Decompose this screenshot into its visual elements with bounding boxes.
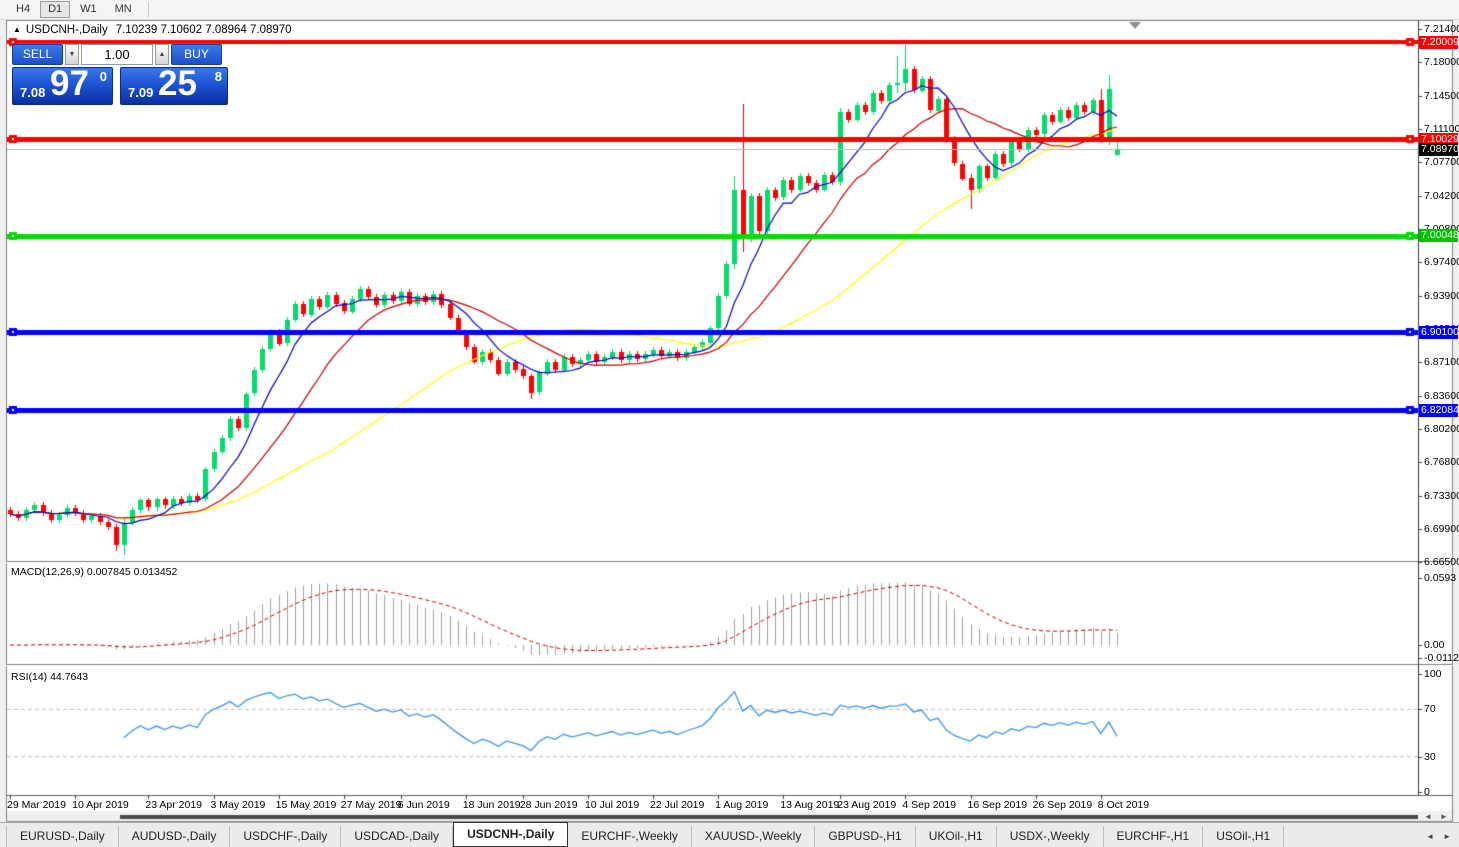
tab-eurchf-h1[interactable]: EURCHF-,H1: [1104, 826, 1204, 847]
date-tick-label: 15 May 2019: [275, 799, 337, 811]
tab-eurusd-daily[interactable]: EURUSD-,Daily: [6, 826, 119, 847]
date-tick-label: 8 Oct 2019: [1097, 799, 1150, 811]
price-tick-label: 6.80200: [1424, 422, 1459, 435]
rsi-tick-label: 100: [1424, 668, 1442, 680]
volume-increase-button[interactable]: ▲: [155, 44, 169, 65]
date-tick-label: 10 Apr 2019: [72, 799, 129, 811]
buy-price-big-digits: 25: [158, 64, 197, 103]
scroll-right-icon[interactable]: ►: [1439, 812, 1448, 821]
price-tick-label: 7.18000: [1424, 55, 1459, 68]
tab-usdcnh-daily[interactable]: USDCNH-,Daily: [453, 822, 569, 847]
price-tick-label: 7.21400: [1424, 22, 1459, 35]
macd-tick-label: -0.01128: [1424, 651, 1459, 664]
chart-tab-bar: EURUSD-,Daily AUDUSD-,Daily USDCHF-,Dail…: [0, 822, 1459, 847]
sell-price-pip-digit: 0: [99, 69, 108, 84]
macd-tick-label: 0.00: [1424, 639, 1445, 651]
date-tick-label: 10 Jul 2019: [584, 799, 640, 811]
date-tick-label: 26 Sep 2019: [1032, 799, 1093, 811]
price-tick-label: 6.66500: [1424, 555, 1459, 568]
price-badge: 7.08970: [1419, 142, 1459, 156]
tab-xauusd-weekly[interactable]: XAUUSD-,Weekly: [692, 826, 816, 847]
timeframe-toolbar: H4 D1 W1 MN: [0, 0, 1459, 20]
tab-usoil-h1[interactable]: USOil-,H1: [1203, 826, 1285, 847]
price-tick-label: 7.04200: [1424, 189, 1459, 202]
date-tick-label: 22 Jul 2019: [650, 799, 705, 811]
timeframe-d1-button[interactable]: D1: [40, 1, 71, 18]
tab-scroll-right-icon[interactable]: ►: [1443, 832, 1451, 841]
sell-button[interactable]: SELL: [12, 44, 63, 65]
date-tick-label: 3 May 2019: [210, 799, 266, 811]
tab-gbpusd-h1[interactable]: GBPUSD-,H1: [815, 826, 916, 847]
volume-decrease-button[interactable]: ▼: [65, 44, 79, 65]
tab-scroll-left-icon[interactable]: ◄: [1426, 832, 1435, 841]
price-tick-label: 7.11100: [1424, 122, 1459, 135]
date-tick-label: 6 Jun 2019: [397, 799, 450, 811]
price-badge: 6.90100: [1419, 325, 1459, 339]
tab-scroll-arrows: ◄ ►: [1426, 832, 1459, 847]
toolbar-separator: [147, 2, 149, 17]
chevron-down-icon: ▼: [68, 51, 76, 58]
date-tick-label: 16 Sep 2019: [967, 799, 1028, 811]
tab-ukoil-h1[interactable]: UKOil-,H1: [916, 826, 997, 847]
rsi-tick-label: 30: [1424, 750, 1436, 763]
tab-audusd-daily[interactable]: AUDUSD-,Daily: [119, 826, 231, 847]
buy-price-pip-digit: 8: [214, 69, 222, 84]
price-tick-label: 6.69900: [1424, 522, 1459, 535]
volume-input[interactable]: [81, 44, 153, 65]
date-tick-label: 18 Jun 2019: [462, 799, 521, 811]
date-tick-label: 29 Mar 2019: [7, 799, 66, 811]
buy-price-prefix: 7.09: [128, 85, 154, 100]
tab-usdcad-daily[interactable]: USDCAD-,Daily: [341, 826, 454, 847]
chart-symbol-label: USDCNH-,Daily: [25, 24, 108, 36]
date-tick-label: 28 Jun 2019: [519, 799, 578, 811]
price-tick-label: 7.14500: [1424, 89, 1459, 102]
price-badge: 7.00048: [1419, 229, 1459, 243]
collapse-triangle-icon[interactable]: ▲: [13, 25, 21, 34]
date-tick-label: 13 Aug 2019: [780, 799, 840, 811]
chart-title: ▲ USDCNH-,Daily 7.10239 7.10602 7.08964 7.…: [13, 24, 292, 36]
macd-indicator-label: MACD(12,26,9) 0.007845 0.013452: [11, 566, 178, 578]
price-tick-label: 6.73300: [1424, 489, 1459, 502]
date-tick-label: 27 May 2019: [340, 799, 402, 811]
tab-usdx-weekly[interactable]: USDX-,Weekly: [997, 826, 1104, 847]
date-tick-label: 23 Aug 2019: [837, 799, 897, 811]
price-badge: 7.20009: [1419, 35, 1459, 49]
chevron-up-icon: ▲: [158, 51, 166, 58]
price-tick-label: 6.97400: [1424, 255, 1459, 268]
rsi-indicator-label: RSI(14) 44.7643: [11, 671, 89, 683]
price-tick-label: 6.93900: [1424, 289, 1459, 302]
buy-button[interactable]: BUY: [171, 44, 222, 65]
price-badge: 6.82084: [1419, 403, 1459, 417]
one-click-trading-panel: SELL ▼ ▲ BUY 7.08 97 0 7.09 25 8: [12, 44, 228, 105]
price-badge: 7.10029: [1419, 132, 1459, 146]
price-tick-label: 6.76800: [1424, 455, 1459, 468]
timeframe-h4-button[interactable]: H4: [8, 1, 38, 18]
date-tick-label: 1 Aug 2019: [715, 799, 769, 811]
timeframe-mn-button[interactable]: MN: [107, 1, 140, 18]
scroll-left-icon[interactable]: ◄: [1424, 812, 1432, 821]
timeframe-w1-button[interactable]: W1: [72, 1, 105, 18]
sell-price-big-digits: 97: [50, 64, 89, 103]
price-tick-label: 7.07700: [1424, 155, 1459, 168]
tab-eurchf-weekly[interactable]: EURCHF-,Weekly: [568, 826, 692, 847]
sell-price-box[interactable]: 7.08 97 0: [12, 64, 114, 105]
rsi-tick-label: 70: [1424, 703, 1436, 716]
price-tick-label: 6.83600: [1424, 389, 1459, 402]
macd-tick-label: 0.0593: [1424, 571, 1457, 584]
sell-price-prefix: 7.08: [20, 85, 46, 100]
tab-usdchf-daily[interactable]: USDCHF-,Daily: [230, 826, 342, 847]
price-tick-label: 6.87100: [1424, 355, 1459, 368]
rsi-tick-label: 0: [1424, 786, 1430, 798]
chart-ohlc-values: 7.10239 7.10602 7.08964 7.08970: [115, 24, 292, 36]
buy-price-box[interactable]: 7.09 25 8: [120, 64, 228, 105]
date-tick-label: 4 Sep 2019: [902, 799, 957, 811]
date-tick-label: 23 Apr 2019: [145, 799, 203, 811]
chart-horizontal-scrollbar[interactable]: ◄ ►: [1424, 812, 1448, 821]
